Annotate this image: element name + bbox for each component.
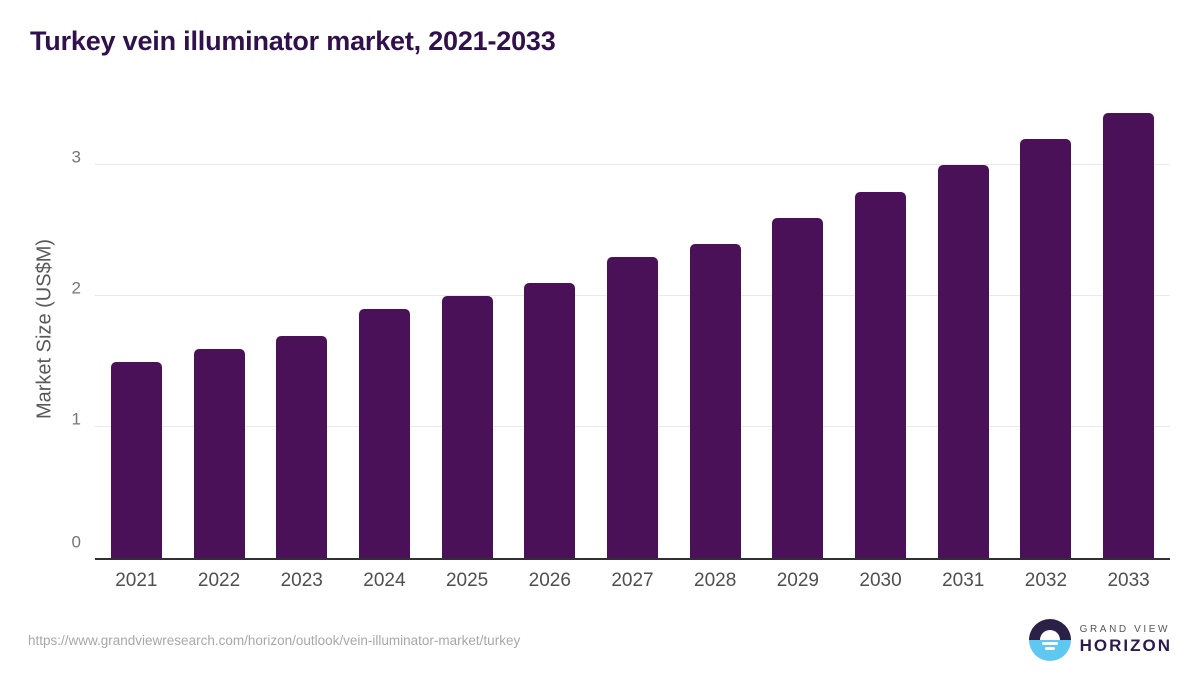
bar-2021 [110,361,162,558]
logo-product-name: HORIZON [1079,635,1172,655]
bar-2033 [1103,113,1155,558]
bar-2027 [606,257,658,558]
y-tick-label-2: 2 [71,278,81,298]
bar-2029 [772,217,824,558]
x-axis-label-2032: 2032 [1024,570,1068,591]
y-tick-label-3: 3 [71,147,81,167]
bar-column-2027: 2027 [591,100,674,591]
bar-column-2026: 2026 [508,100,591,591]
x-axis-line [95,558,1170,560]
x-axis-label-2021: 2021 [115,570,158,591]
bar-column-2023: 2023 [260,100,343,591]
bar-column-2028: 2028 [674,100,757,591]
y-axis-title: Market Size (US$M) [33,238,56,420]
bar-column-2033: 2033 [1087,100,1170,591]
bar-2023 [276,335,328,558]
sun-icon [1039,630,1060,640]
x-axis-label-2026: 2026 [528,570,571,591]
bar-2022 [193,348,245,558]
y-tick-label-1: 1 [71,409,81,429]
bar-2031 [937,165,989,558]
x-axis-label-2022: 2022 [197,570,241,591]
chart-title: Turkey vein illuminator market, 2021-203… [30,26,556,56]
x-axis-label-2029: 2029 [776,570,819,591]
sun-reflection-line [1044,646,1055,651]
x-axis-label-2027: 2027 [611,570,654,591]
x-axis-label-2025: 2025 [445,570,489,591]
bar-column-2022: 2022 [178,100,261,591]
grand-view-horizon-logo: GRAND VIEW HORIZON [1028,619,1172,661]
bar-column-2031: 2031 [922,100,1005,591]
y-tick-label-0: 0 [71,532,81,552]
bars-container: 2021 2022 2023 2024 2025 2026 2027 2028 2029 2030… [95,100,1170,591]
bar-column-2021: 2021 [95,100,178,591]
bar-column-2029: 2029 [757,100,840,591]
source-url: https://www.grandviewresearch.com/horizo… [28,632,521,648]
logo-text: GRAND VIEW HORIZON [1080,624,1172,655]
bar-2024 [358,309,410,558]
bar-column-2024: 2024 [343,100,426,591]
bar-2032 [1020,139,1072,558]
bar-column-2030: 2030 [839,100,922,591]
horizon-logo-icon [1028,619,1071,661]
bar-2025 [441,296,493,558]
bar-column-2032: 2032 [1005,100,1088,591]
gridline-3 [95,164,1170,166]
logo-brand-name: GRAND VIEW [1079,624,1171,636]
bar-2028 [689,243,741,558]
x-axis-label-2033: 2033 [1107,570,1150,591]
x-axis-label-2024: 2024 [363,570,406,591]
bar-column-2025: 2025 [426,100,509,591]
footer: https://www.grandviewresearch.com/horizo… [0,613,1200,675]
sun-reflection-line [1041,641,1058,646]
x-axis-label-2031: 2031 [942,570,985,591]
bar-2030 [855,191,907,558]
x-axis-label-2030: 2030 [859,570,902,591]
bar-2026 [524,283,576,558]
x-axis-label-2028: 2028 [694,570,737,591]
x-axis-label-2023: 2023 [280,570,323,591]
